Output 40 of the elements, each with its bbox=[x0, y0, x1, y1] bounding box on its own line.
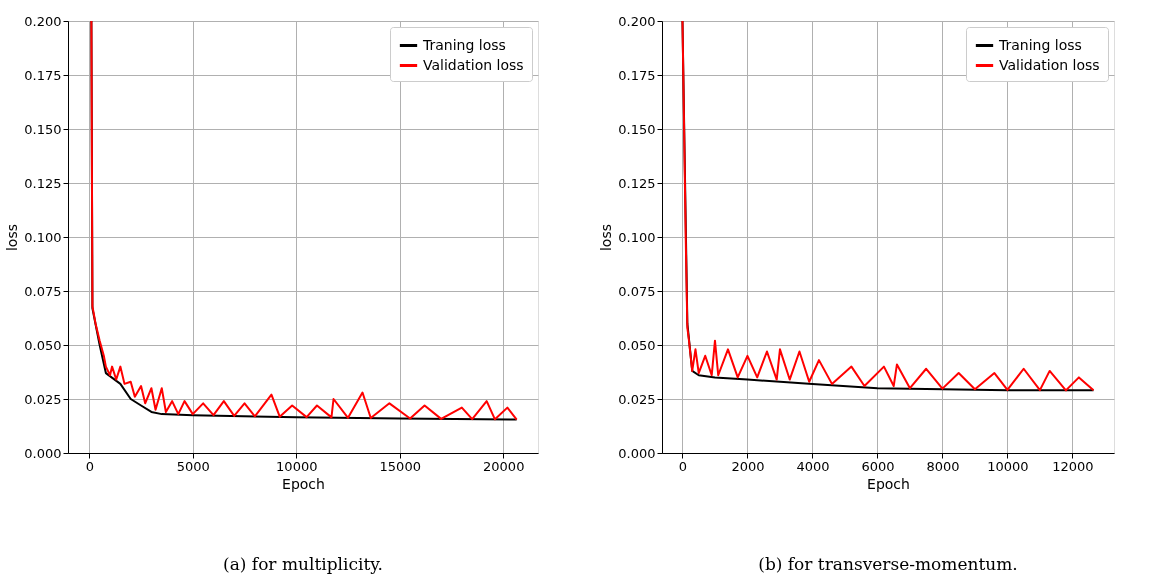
y-tick-label: 0.175 bbox=[24, 67, 62, 83]
x-tick-label: 6000 bbox=[861, 458, 895, 474]
y-tick-label: 0.175 bbox=[618, 67, 656, 83]
x-tick-label: 8000 bbox=[926, 458, 960, 474]
x-tick-label: 10000 bbox=[987, 458, 1029, 474]
y-tick-label: 0.125 bbox=[618, 175, 656, 191]
y-tick-label: 0.075 bbox=[24, 283, 62, 299]
x-tick-label: 15000 bbox=[379, 458, 421, 474]
y-tick-label: 0.000 bbox=[24, 445, 62, 461]
x-tick-label: 20000 bbox=[483, 458, 525, 474]
x-tick-label: 0 bbox=[85, 458, 94, 474]
x-tick-label: 0 bbox=[678, 458, 688, 474]
y-tick-label: 0.025 bbox=[618, 391, 656, 407]
x-tick-label: 2000 bbox=[731, 458, 765, 474]
legend-label: Traning loss bbox=[422, 36, 506, 53]
x-tick-label: 4000 bbox=[796, 458, 830, 474]
y-axis-title: loss bbox=[598, 223, 615, 252]
y-tick-label: 0.025 bbox=[24, 391, 62, 407]
y-tick-label: 0.050 bbox=[24, 337, 62, 353]
legend-label: Validation loss bbox=[999, 56, 1100, 73]
x-tick-label: 5000 bbox=[176, 458, 210, 474]
y-tick-label: 0.100 bbox=[618, 229, 656, 245]
y-tick-label: 0.075 bbox=[618, 283, 656, 299]
x-axis-title: Epoch bbox=[867, 475, 910, 492]
y-tick-label: 0.150 bbox=[618, 121, 656, 137]
text: (a) for multiplicity. bbox=[223, 554, 383, 574]
x-axis-title: Epoch bbox=[282, 475, 325, 492]
y-tick-label: 0.125 bbox=[24, 175, 62, 191]
y-tick-label: 0.200 bbox=[618, 13, 656, 29]
legend-label: Traning loss bbox=[998, 36, 1082, 53]
y-tick-label: 0.200 bbox=[24, 13, 62, 29]
legend-label: Validation loss bbox=[423, 56, 524, 73]
y-tick-label: 0.150 bbox=[24, 121, 62, 137]
y-tick-label: 0.100 bbox=[24, 229, 62, 245]
x-tick-label: 10000 bbox=[276, 458, 318, 474]
x-tick-label: 12000 bbox=[1052, 458, 1094, 474]
y-axis-title: loss bbox=[4, 223, 21, 252]
y-tick-label: 0.050 bbox=[618, 337, 656, 353]
y-tick-label: 0.000 bbox=[618, 445, 656, 461]
text: (b) for transverse-momentum. bbox=[758, 554, 1018, 574]
